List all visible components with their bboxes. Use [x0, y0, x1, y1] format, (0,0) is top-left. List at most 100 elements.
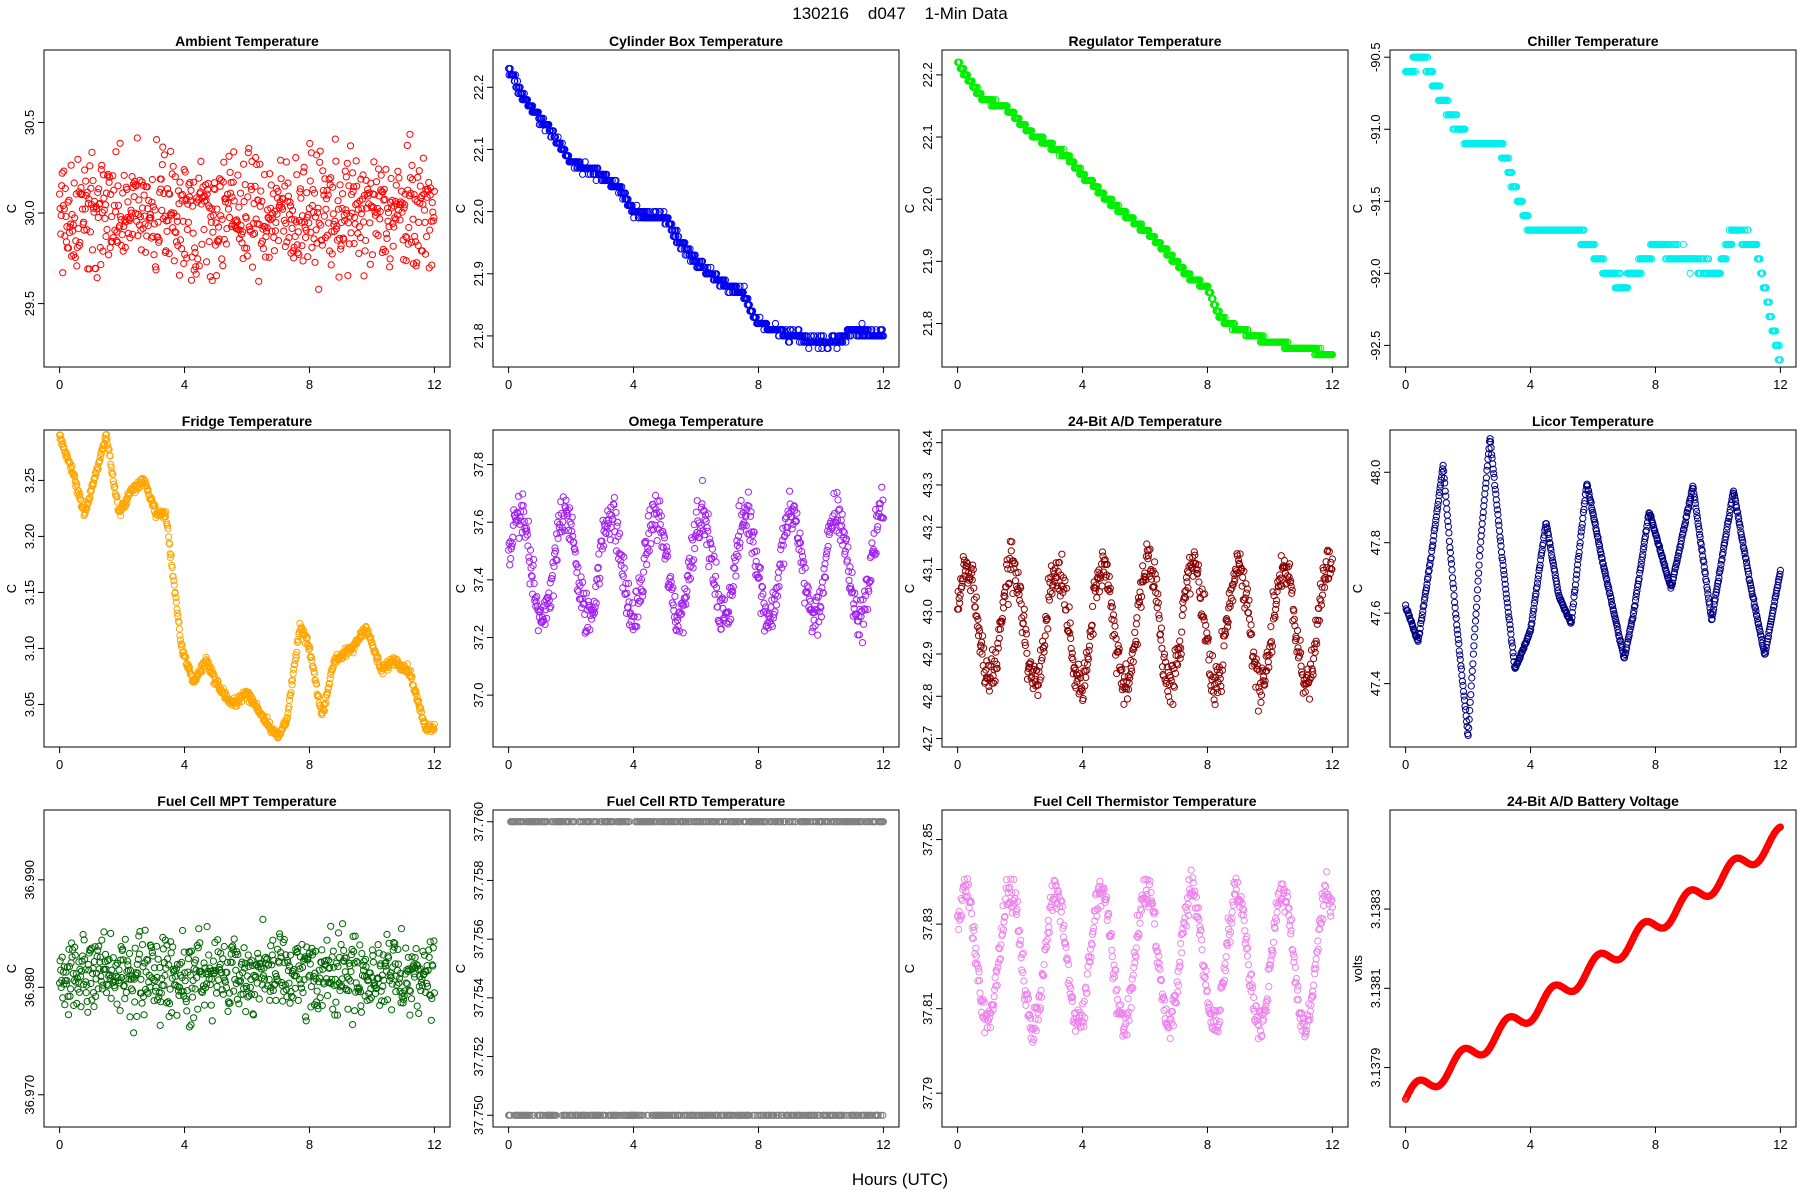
y-tick-label: 43.2 — [920, 515, 935, 540]
data-point — [195, 262, 203, 270]
data-point — [1044, 625, 1052, 633]
data-point — [341, 167, 349, 175]
data-point — [344, 219, 352, 227]
data-point — [123, 185, 131, 193]
data-point — [316, 158, 324, 166]
y-tick-label: 43.4 — [920, 430, 935, 455]
data-point — [288, 224, 296, 232]
data-point — [112, 237, 121, 245]
y-tick-label: 37.8 — [471, 452, 486, 477]
data-point — [644, 512, 652, 520]
x-tick-label: 4 — [181, 377, 188, 392]
panel-title: Omega Temperature — [628, 413, 763, 429]
y-tick-label: 22.2 — [471, 75, 486, 100]
data-point — [369, 203, 377, 211]
data-point — [1011, 577, 1020, 585]
data-point — [1155, 615, 1163, 623]
data-point — [429, 208, 437, 216]
data-point — [80, 218, 88, 226]
data-point — [108, 213, 116, 221]
data-point — [317, 221, 325, 229]
data-point — [1022, 630, 1031, 638]
data-point — [384, 208, 393, 217]
data-point — [226, 168, 234, 176]
data-point — [129, 230, 137, 238]
x-tick-label: 12 — [1325, 757, 1339, 772]
data-point — [247, 182, 255, 190]
data-point — [195, 174, 203, 182]
data-point — [192, 263, 200, 271]
data-point — [153, 136, 161, 144]
data-point — [1179, 605, 1187, 613]
data-point — [1093, 594, 1101, 602]
y-tick-label: 22.0 — [920, 187, 935, 212]
data-point — [858, 319, 866, 328]
data-point — [137, 226, 145, 234]
data-point — [416, 199, 424, 207]
data-point — [56, 190, 64, 198]
data-point — [262, 227, 271, 235]
data-point — [671, 592, 679, 600]
data-point — [299, 257, 307, 265]
data-point — [312, 226, 320, 234]
data-point — [244, 149, 252, 157]
data-point — [308, 243, 316, 251]
data-point — [358, 205, 366, 213]
y-tick-label: 37.0 — [471, 682, 486, 707]
data-point — [114, 201, 123, 209]
data-point — [191, 248, 199, 257]
data-point — [127, 209, 136, 217]
x-tick-label: 0 — [954, 757, 961, 772]
data-point — [771, 319, 780, 328]
data-point — [65, 196, 73, 204]
data-point — [94, 188, 102, 197]
data-point — [302, 233, 310, 241]
data-point — [210, 179, 218, 187]
data-point — [176, 236, 185, 244]
data-point — [243, 252, 251, 260]
data-point — [415, 218, 423, 226]
data-point — [140, 191, 148, 199]
data-point — [334, 197, 342, 205]
panel-title: Regulator Temperature — [1069, 33, 1222, 49]
data-point — [112, 148, 120, 156]
data-point — [205, 238, 213, 246]
data-point — [323, 187, 331, 195]
data-point — [258, 197, 266, 205]
data-point — [171, 173, 179, 181]
data-point — [236, 189, 245, 197]
data-point — [414, 173, 422, 181]
data-point — [1110, 630, 1119, 639]
x-tick-label: 12 — [427, 757, 441, 772]
data-point — [77, 184, 85, 192]
data-point — [403, 141, 411, 149]
y-axis-label: C — [902, 204, 917, 213]
data-point — [1111, 622, 1119, 630]
data-point — [297, 218, 306, 226]
data-point — [511, 71, 520, 79]
y-tick-label: 29.5 — [22, 291, 37, 316]
data-point — [396, 216, 404, 224]
y-axis-label: C — [902, 584, 917, 593]
data-point — [300, 168, 308, 176]
data-point — [386, 255, 394, 263]
data-point — [298, 242, 306, 250]
data-point — [171, 228, 179, 236]
x-tick-label: 4 — [630, 377, 637, 392]
data-point — [271, 227, 279, 235]
data-point — [165, 250, 173, 258]
data-point — [296, 185, 304, 193]
page-title: 130216 d047 1-Min Data — [792, 4, 1008, 23]
data-point — [133, 134, 141, 142]
data-point — [679, 629, 687, 637]
data-point — [336, 181, 344, 189]
data-point — [337, 245, 345, 253]
data-point — [350, 239, 358, 248]
series-points — [505, 65, 888, 352]
data-point — [190, 178, 198, 186]
x-tick-label: 12 — [876, 757, 890, 772]
data-point — [1151, 558, 1159, 566]
data-point — [80, 226, 88, 234]
data-point — [101, 201, 110, 209]
